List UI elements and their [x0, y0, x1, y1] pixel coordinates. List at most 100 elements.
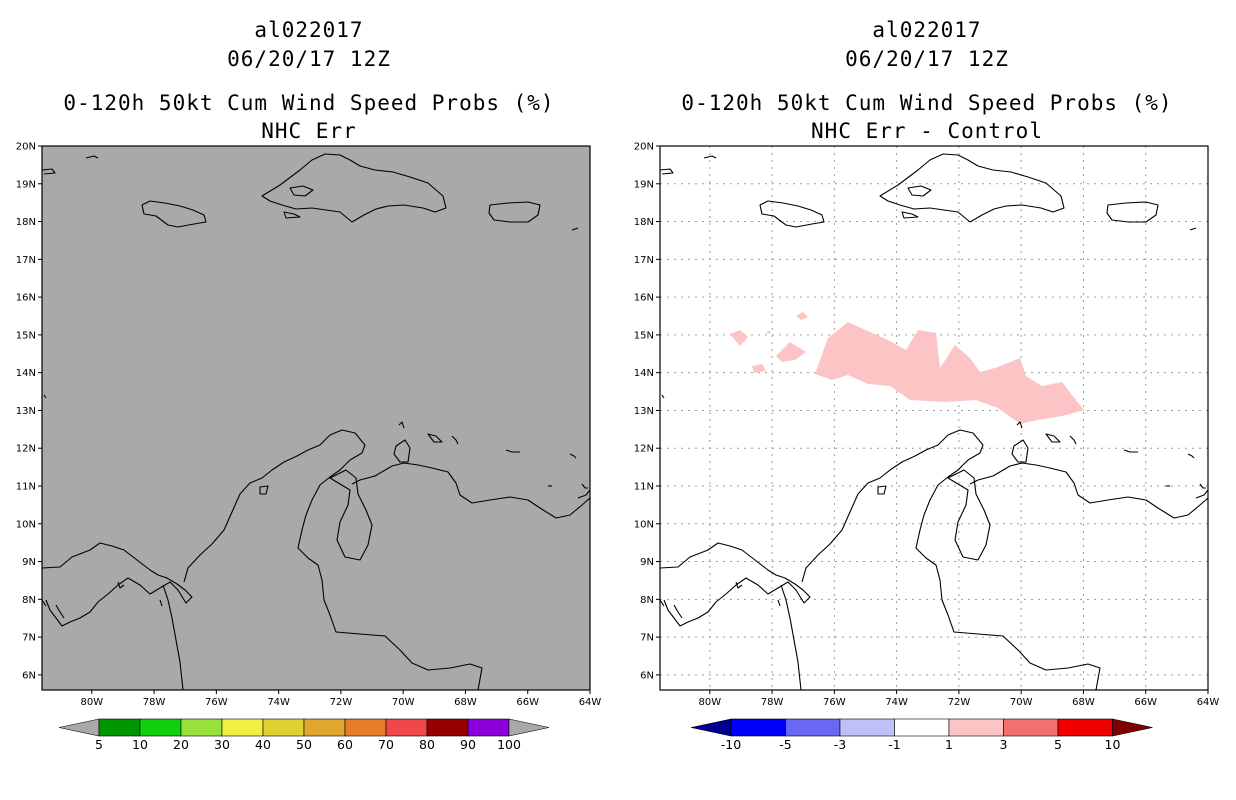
map-frame — [659, 145, 1209, 691]
lat-label: 9N — [640, 557, 654, 568]
coastline — [42, 542, 193, 627]
probability-shade — [752, 364, 766, 373]
colorbar-label: 10 — [132, 737, 148, 752]
coastline — [571, 227, 579, 231]
coastline — [261, 153, 447, 223]
plot-title: 0-120h 50kt Cum Wind Speed Probs (%) — [63, 91, 555, 115]
colorbar-label: 1 — [945, 737, 953, 752]
lon-label: 68W — [1072, 697, 1095, 708]
lat-label: 19N — [634, 179, 654, 190]
coastline — [577, 489, 590, 499]
colorbar-swatch — [303, 718, 346, 737]
colorbar-arrow-right — [508, 718, 550, 737]
lon-label: 64W — [1197, 697, 1220, 708]
left-panel: al022017 06/20/17 12Z 0-120h 50kt Cum Wi… — [16, 18, 602, 753]
coastline — [1195, 489, 1208, 499]
coastline — [1199, 483, 1206, 489]
colorbar-arrow-left — [690, 718, 732, 737]
lat-label: 18N — [16, 217, 36, 228]
colorbar-label: -10 — [721, 737, 741, 752]
lat-label: 8N — [22, 595, 36, 606]
colorbar-swatch — [730, 718, 786, 737]
colorbar-label: 100 — [497, 737, 521, 752]
coastline — [398, 421, 405, 429]
lat-label: 7N — [22, 633, 36, 644]
coastline — [505, 449, 520, 453]
coastline — [488, 201, 541, 223]
coastline — [879, 153, 1065, 223]
lat-label: 16N — [16, 293, 36, 304]
coastline — [1123, 449, 1138, 453]
storm-id: al022017 — [872, 18, 982, 42]
colorbar-label: 30 — [214, 737, 230, 752]
coastline — [351, 462, 590, 519]
lon-label: 78W — [143, 697, 166, 708]
colorbar-swatch — [1003, 718, 1059, 737]
coastline — [661, 394, 665, 399]
lon-label: 72W — [948, 697, 971, 708]
colorbar-label: 60 — [337, 737, 353, 752]
coastline — [780, 584, 802, 690]
coastline — [735, 581, 743, 589]
lat-label: 20N — [16, 142, 36, 153]
coastline — [673, 604, 683, 619]
lat-label: 10N — [634, 519, 654, 530]
colorbar-swatch — [426, 718, 469, 737]
right-panel: al022017 06/20/17 12Z 0-120h 50kt Cum Wi… — [618, 0, 1236, 800]
coastline — [777, 599, 781, 607]
map-frame — [41, 145, 591, 691]
coastline — [901, 211, 919, 219]
coastline — [162, 584, 184, 690]
coastline — [581, 483, 588, 489]
coastline — [117, 581, 125, 589]
lon-label: 70W — [1010, 697, 1033, 708]
coastline — [1016, 421, 1023, 429]
colorbar-label: 5 — [95, 737, 103, 752]
coastline — [569, 453, 577, 459]
coastline — [289, 185, 314, 197]
probability-shade — [776, 342, 806, 362]
colorbar-arrow-right — [1112, 718, 1153, 737]
lat-label: 12N — [634, 444, 654, 455]
colorbar-label: 20 — [173, 737, 189, 752]
colorbar-label: 40 — [255, 737, 271, 752]
colorbar-swatch — [385, 718, 428, 737]
coastline — [43, 394, 47, 399]
coastline — [969, 462, 1208, 519]
colorbar-label: -5 — [779, 737, 791, 752]
probability-shade — [815, 322, 1084, 424]
lat-label: 6N — [22, 670, 36, 681]
lon-label: 80W — [699, 697, 722, 708]
coastline — [1189, 227, 1197, 231]
coastline — [85, 155, 99, 159]
lat-label: 15N — [634, 330, 654, 341]
coastline — [1106, 201, 1159, 223]
lat-label: 13N — [16, 406, 36, 417]
colorbar-swatch — [262, 718, 305, 737]
coastline — [947, 469, 991, 561]
difference-map: 20N19N18N17N16N15N14N13N12N11N10N9N8N7N6… — [634, 142, 1220, 753]
colorbar-label: -3 — [834, 737, 846, 752]
probability-map: 20N 19N 18N 17N 16N 15N 14N 13N 12N 11N 10N 9N 8N 7N 6… — [16, 142, 602, 753]
plot-title: 0-120h 50kt Cum Wind Speed Probs (%) — [681, 91, 1173, 115]
coastline — [183, 429, 483, 690]
lat-label: 18N — [634, 217, 654, 228]
lat-label: 17N — [634, 255, 654, 266]
lat-label: 15N — [16, 330, 36, 341]
map-background — [660, 146, 1208, 690]
coastline — [907, 185, 932, 197]
colorbar-swatch — [894, 718, 950, 737]
coastline — [55, 604, 65, 619]
coastline — [42, 168, 56, 175]
colorbar-swatch — [948, 718, 1004, 737]
coastline — [801, 429, 1101, 690]
colorbar-label: 90 — [460, 737, 476, 752]
colorbar-swatch — [344, 718, 387, 737]
plot-subtitle: NHC Err - Control — [811, 119, 1043, 143]
lat-label: 7N — [640, 633, 654, 644]
lat-label: 6N — [640, 670, 654, 681]
lon-label: 66W — [516, 697, 539, 708]
datetime: 06/20/17 12Z — [227, 47, 391, 71]
lon-label: 68W — [454, 697, 477, 708]
lat-label: 17N — [16, 255, 36, 266]
